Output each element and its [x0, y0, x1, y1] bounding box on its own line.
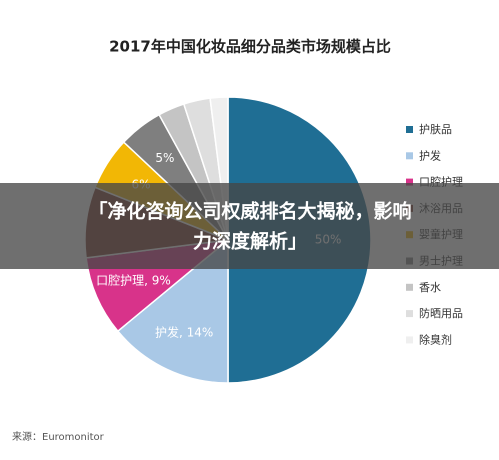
pie-slice — [116, 238, 229, 384]
source: 来源：Euromonitor — [12, 430, 105, 443]
data-label: 5% — [155, 151, 174, 165]
legend-swatch — [406, 178, 413, 186]
legend-label: 防晒用品 — [419, 306, 463, 320]
legend-swatch — [406, 126, 413, 133]
legend-label: 护发 — [419, 148, 441, 162]
banner-text: 「净化咨询公司权威排名大揭秘，影响 — [88, 200, 411, 223]
chart-title: 2017年中国化妆品细分品类市场规模占比 — [109, 38, 391, 56]
legend-swatch — [406, 152, 413, 160]
legend-label: 除臭剂 — [419, 332, 452, 346]
banner-text: 力深度解析」 — [193, 230, 307, 253]
legend-swatch — [406, 310, 413, 318]
legend-label: 护肤品 — [419, 122, 452, 136]
data-label: 护发, 14% — [155, 325, 213, 340]
banner: 「净化咨询公司权威排名大揭秘，影响 力深度解析」 — [0, 183, 499, 269]
legend-label: 香水 — [419, 281, 441, 294]
legend-swatch — [406, 336, 413, 344]
banner-bg — [0, 183, 499, 269]
legend-swatch — [406, 283, 413, 291]
data-label: 口腔护理, 9% — [96, 272, 171, 287]
